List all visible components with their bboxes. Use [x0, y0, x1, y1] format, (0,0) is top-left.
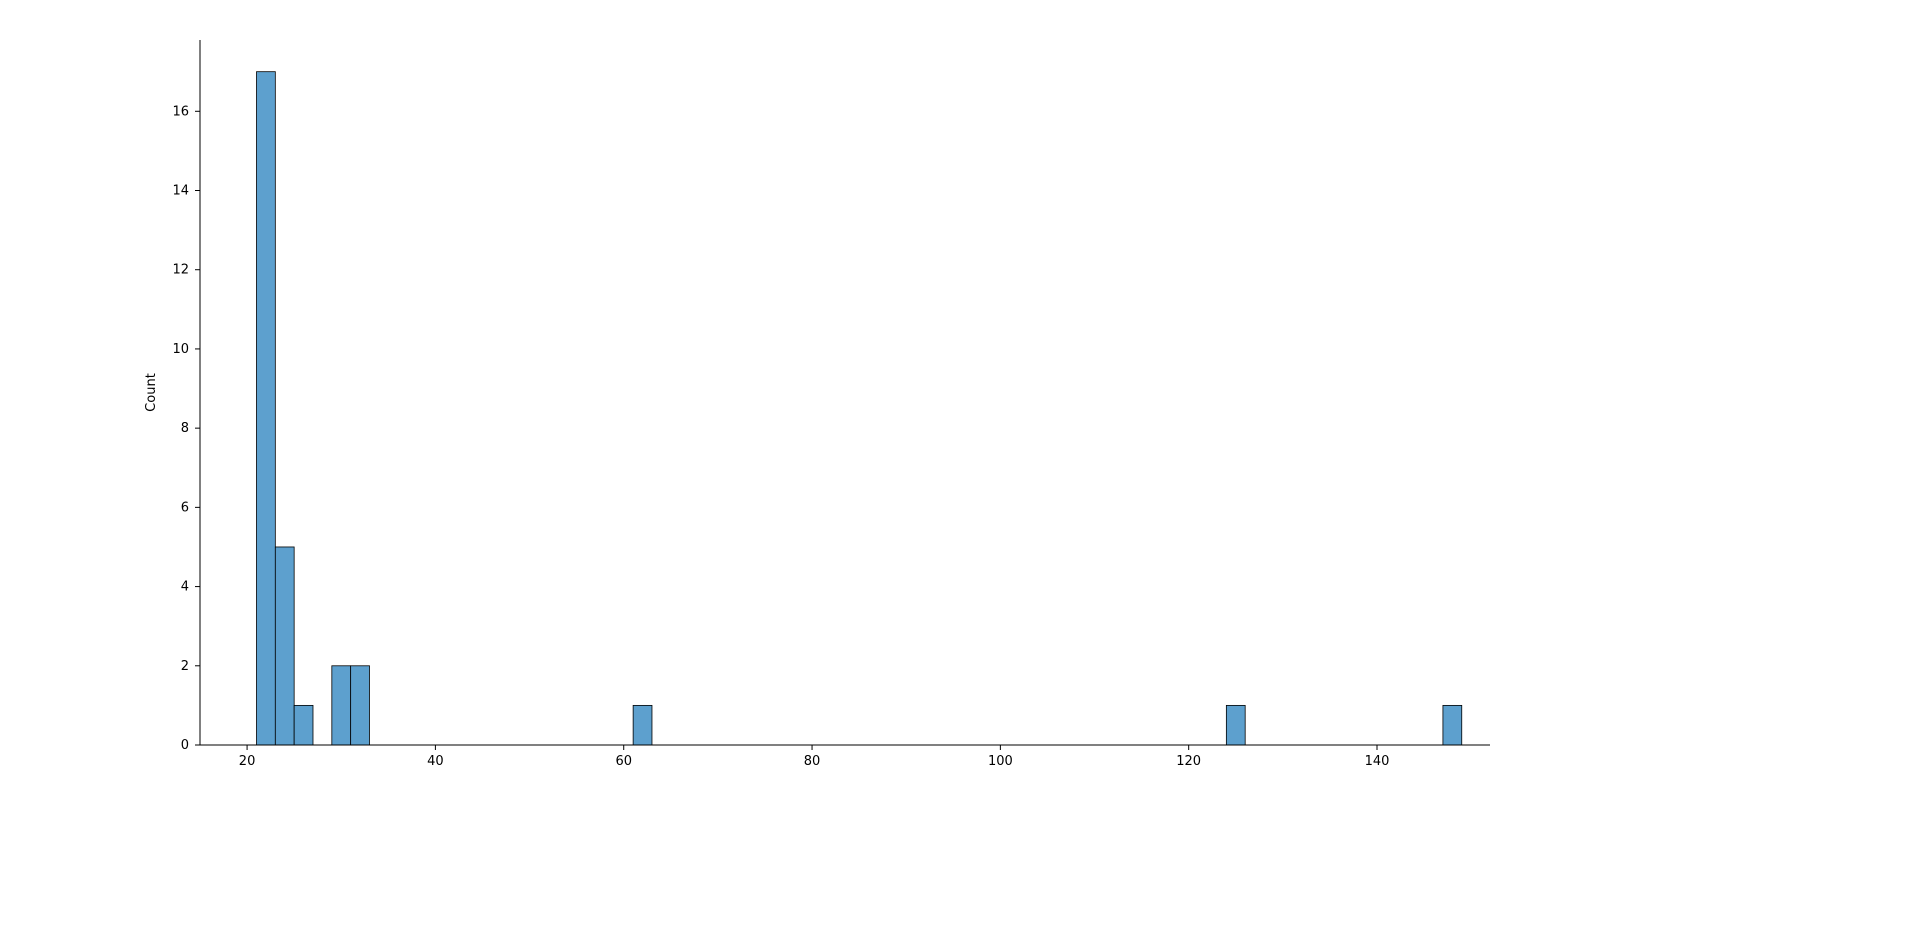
y-tick-label: 4	[181, 580, 189, 595]
y-tick-label: 6	[181, 500, 189, 515]
histogram-bar	[633, 705, 652, 745]
histogram-bar	[1226, 705, 1245, 745]
histogram-bar	[294, 705, 313, 745]
histogram-bar	[256, 72, 275, 745]
histogram-chart: 20 40 60 80 100 120 140 0 2 4 6 8 10 12 14 16 Count	[0, 0, 1907, 948]
y-tick-label: 8	[181, 421, 189, 436]
histogram-bar	[275, 547, 294, 745]
y-tick-label: 10	[172, 342, 189, 357]
x-tick-label: 40	[427, 754, 444, 769]
x-tick-label: 20	[239, 754, 256, 769]
x-tick-label: 140	[1365, 754, 1390, 769]
x-tick-label: 100	[988, 754, 1013, 769]
x-tick-label: 60	[615, 754, 632, 769]
y-tick-label: 0	[181, 738, 189, 753]
y-tick-label: 2	[181, 659, 189, 674]
y-tick-label: 12	[172, 263, 189, 278]
histogram-bar	[332, 666, 351, 745]
y-axis-label: Count	[144, 373, 159, 412]
chart-svg: 20 40 60 80 100 120 140 0 2 4 6 8 10 12 14 16 Count	[0, 0, 1907, 948]
y-tick-label: 14	[172, 184, 189, 199]
x-tick-label: 120	[1176, 754, 1201, 769]
histogram-bar	[351, 666, 370, 745]
histogram-bar	[1443, 705, 1462, 745]
y-tick-label: 16	[172, 104, 189, 119]
x-tick-label: 80	[804, 754, 821, 769]
